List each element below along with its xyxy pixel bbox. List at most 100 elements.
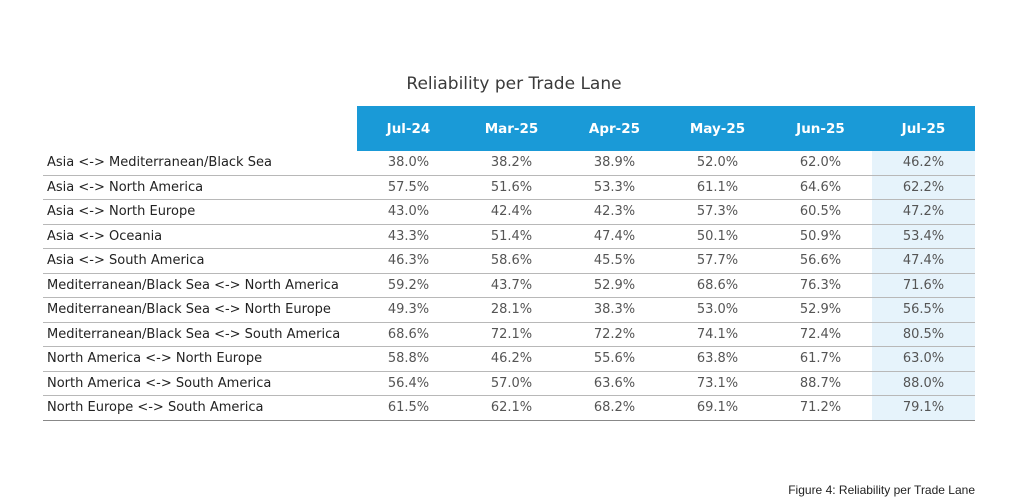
reliability-value: 58.6%	[460, 248, 563, 274]
reliability-value: 63.6%	[563, 371, 666, 396]
table-row: Asia <-> South America 46.3% 58.6% 45.5% 57.…	[43, 248, 975, 274]
reliability-value: 38.9%	[563, 151, 666, 176]
reliability-value: 42.4%	[460, 199, 563, 225]
reliability-value: 61.7%	[769, 346, 872, 372]
reliability-value: 60.5%	[769, 199, 872, 225]
reliability-value: 51.4%	[460, 224, 563, 249]
reliability-value: 64.6%	[769, 175, 872, 200]
reliability-value: 62.0%	[769, 151, 872, 176]
trade-lane-label: North America <-> North Europe	[43, 346, 357, 372]
reliability-value: 47.4%	[872, 248, 975, 274]
trade-lane-label: Asia <-> South America	[43, 248, 357, 274]
table-body: Asia <-> Mediterranean/Black Sea 38.0% 38.…	[43, 151, 975, 421]
reliability-value: 28.1%	[460, 297, 563, 323]
table-row: Mediterranean/Black Sea <-> South Americ…	[43, 322, 975, 347]
reliability-value: 53.3%	[563, 175, 666, 200]
header-row: Jul-24 Mar-25 Apr-25 May-25 Jun-25 Jul-25	[43, 106, 975, 151]
reliability-value: 50.1%	[666, 224, 769, 249]
column-header: Mar-25	[460, 106, 563, 151]
reliability-value: 46.3%	[357, 248, 460, 274]
reliability-value: 52.0%	[666, 151, 769, 176]
reliability-value: 38.0%	[357, 151, 460, 176]
reliability-value: 38.3%	[563, 297, 666, 323]
reliability-value: 68.2%	[563, 395, 666, 421]
reliability-value: 56.5%	[872, 297, 975, 323]
reliability-value: 57.5%	[357, 175, 460, 200]
reliability-value: 53.4%	[872, 224, 975, 249]
chart-title: Reliability per Trade Lane	[406, 74, 622, 94]
reliability-value: 49.3%	[357, 297, 460, 323]
reliability-value: 62.1%	[460, 395, 563, 421]
reliability-value: 63.0%	[872, 346, 975, 372]
table-row: Asia <-> Mediterranean/Black Sea 38.0% 38.…	[43, 151, 975, 176]
trade-lane-label: Mediterranean/Black Sea <-> North Americ…	[43, 273, 357, 298]
reliability-value: 43.3%	[357, 224, 460, 249]
column-header: May-25	[666, 106, 769, 151]
reliability-value: 56.6%	[769, 248, 872, 274]
reliability-value: 73.1%	[666, 371, 769, 396]
reliability-value: 52.9%	[769, 297, 872, 323]
reliability-value: 57.7%	[666, 248, 769, 274]
reliability-value: 38.2%	[460, 151, 563, 176]
table-row: Mediterranean/Black Sea <-> North Europe…	[43, 297, 975, 323]
reliability-value: 51.6%	[460, 175, 563, 200]
reliability-value: 72.2%	[563, 322, 666, 347]
reliability-value: 53.0%	[666, 297, 769, 323]
reliability-value: 63.8%	[666, 346, 769, 372]
reliability-value: 88.7%	[769, 371, 872, 396]
table-row: Asia <-> North Europe 43.0% 42.4% 42.3% 57.3…	[43, 199, 975, 225]
column-header: Jul-25	[872, 106, 975, 151]
trade-lane-label: Asia <-> Oceania	[43, 224, 357, 249]
table-row: Mediterranean/Black Sea <-> North Americ…	[43, 273, 975, 298]
reliability-value: 56.4%	[357, 371, 460, 396]
reliability-value: 72.4%	[769, 322, 872, 347]
column-header: Apr-25	[563, 106, 666, 151]
reliability-value: 58.8%	[357, 346, 460, 372]
reliability-value: 88.0%	[872, 371, 975, 396]
reliability-value: 61.5%	[357, 395, 460, 421]
reliability-table: Jul-24 Mar-25 Apr-25 May-25 Jun-25 Jul-25 Asi…	[43, 106, 975, 421]
figure-caption: Figure 4: Reliability per Trade Lane	[788, 483, 975, 497]
reliability-value: 57.3%	[666, 199, 769, 225]
trade-lane-label: Mediterranean/Black Sea <-> North Europe	[43, 297, 357, 323]
reliability-value: 61.1%	[666, 175, 769, 200]
reliability-value: 43.7%	[460, 273, 563, 298]
reliability-value: 76.3%	[769, 273, 872, 298]
reliability-value: 74.1%	[666, 322, 769, 347]
reliability-value: 47.4%	[563, 224, 666, 249]
header-corner	[43, 106, 357, 151]
column-header: Jun-25	[769, 106, 872, 151]
table-row: North Europe <-> South America 61.5% 62.1%…	[43, 395, 975, 421]
trade-lane-label: Asia <-> North America	[43, 175, 357, 200]
reliability-value: 72.1%	[460, 322, 563, 347]
reliability-value: 42.3%	[563, 199, 666, 225]
reliability-value: 46.2%	[460, 346, 563, 372]
reliability-value: 47.2%	[872, 199, 975, 225]
table-row: North America <-> North Europe 58.8% 46.2%…	[43, 346, 975, 372]
reliability-value: 68.6%	[357, 322, 460, 347]
reliability-value: 80.5%	[872, 322, 975, 347]
trade-lane-label: Asia <-> Mediterranean/Black Sea	[43, 151, 357, 176]
reliability-value: 43.0%	[357, 199, 460, 225]
trade-lane-label: Asia <-> North Europe	[43, 199, 357, 225]
column-header: Jul-24	[357, 106, 460, 151]
reliability-value: 79.1%	[872, 395, 975, 421]
reliability-value: 62.2%	[872, 175, 975, 200]
reliability-value: 52.9%	[563, 273, 666, 298]
table-row: North America <-> South America 56.4% 57.0…	[43, 371, 975, 396]
reliability-value: 50.9%	[769, 224, 872, 249]
trade-lane-label: North Europe <-> South America	[43, 395, 357, 421]
reliability-value: 71.2%	[769, 395, 872, 421]
reliability-value: 68.6%	[666, 273, 769, 298]
table-row: Asia <-> North America 57.5% 51.6% 53.3% 61.…	[43, 175, 975, 200]
trade-lane-label: Mediterranean/Black Sea <-> South Americ…	[43, 322, 357, 347]
reliability-value: 46.2%	[872, 151, 975, 176]
reliability-value: 55.6%	[563, 346, 666, 372]
reliability-value: 45.5%	[563, 248, 666, 274]
table-row: Asia <-> Oceania 43.3% 51.4% 47.4% 50.1% 50.9…	[43, 224, 975, 249]
reliability-value: 71.6%	[872, 273, 975, 298]
reliability-value: 69.1%	[666, 395, 769, 421]
trade-lane-label: North America <-> South America	[43, 371, 357, 396]
reliability-value: 59.2%	[357, 273, 460, 298]
reliability-value: 57.0%	[460, 371, 563, 396]
